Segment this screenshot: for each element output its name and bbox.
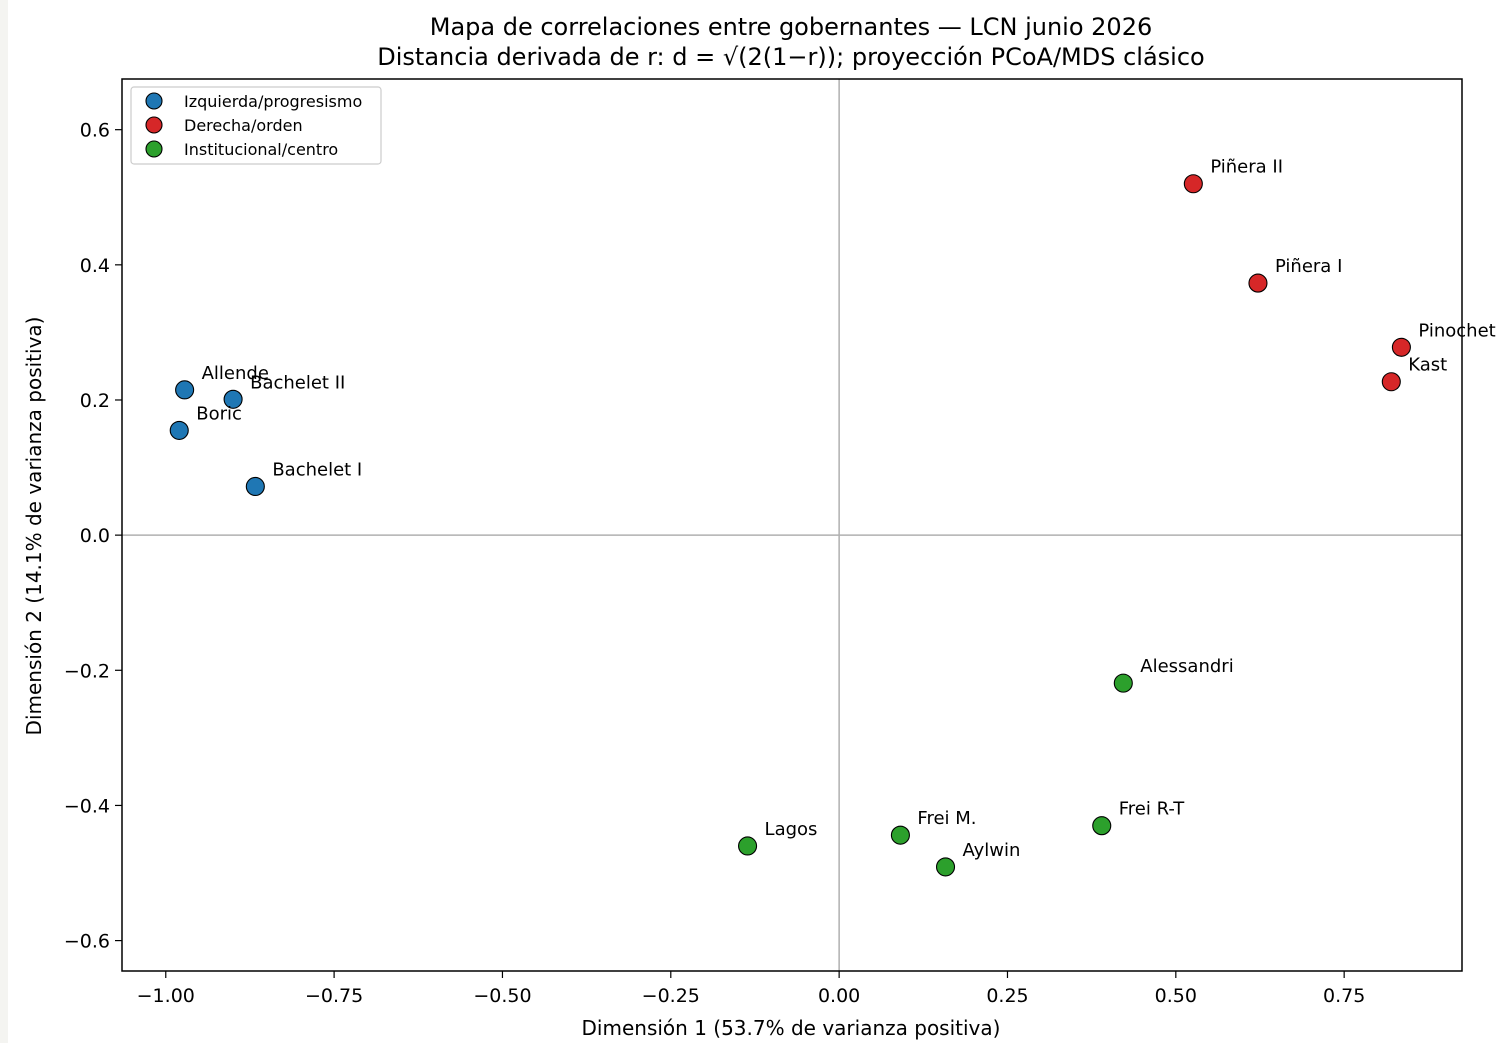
y-tick-label: −0.2 bbox=[64, 660, 110, 682]
chart-subtitle: Distancia derivada de r: d = √(2(1−r)); … bbox=[377, 43, 1204, 71]
legend-marker bbox=[145, 92, 163, 110]
plot-area: −1.00 −0.75 −0.50 −0.25 0.00 0.25 0.50 0.75 0.6 0… bbox=[64, 78, 1496, 1007]
x-tick-label: 0.75 bbox=[1323, 985, 1365, 1007]
point-label: Piñera II bbox=[1210, 157, 1283, 178]
point-label: Frei M. bbox=[917, 808, 976, 829]
point-label: Alessandri bbox=[1140, 656, 1233, 677]
data-point bbox=[245, 476, 265, 497]
point-label: Boric bbox=[196, 403, 242, 424]
point-label: Allende bbox=[202, 363, 269, 384]
x-tick-label: −0.75 bbox=[305, 985, 363, 1007]
y-tick-label: 0.4 bbox=[80, 255, 110, 277]
data-point bbox=[890, 825, 910, 845]
data-point bbox=[223, 389, 243, 409]
legend-marker bbox=[145, 116, 163, 134]
y-tick-label: −0.6 bbox=[64, 931, 110, 953]
x-tick-label: −1.00 bbox=[137, 985, 195, 1007]
chart-title: Mapa de correlaciones entre gobernantes … bbox=[430, 13, 1152, 41]
data-point bbox=[175, 380, 195, 400]
y-tick-label: −0.4 bbox=[64, 795, 110, 817]
x-axis-label: Dimensión 1 (53.7% de varianza positiva) bbox=[582, 1016, 1001, 1040]
point-label: Frei R-T bbox=[1119, 799, 1185, 820]
x-tick-label: −0.50 bbox=[473, 985, 531, 1007]
data-point bbox=[1381, 372, 1401, 392]
plot-frame bbox=[121, 78, 1463, 972]
legend-box bbox=[130, 86, 382, 165]
data-point bbox=[935, 857, 956, 877]
data-point bbox=[1391, 337, 1411, 357]
y-tick-label: 0.2 bbox=[80, 390, 110, 412]
chart-canvas: Mapa de correlaciones entre gobernantes … bbox=[8, 0, 1496, 1043]
data-point bbox=[1113, 673, 1133, 693]
data-point bbox=[1092, 816, 1112, 836]
point-label: Bachelet II bbox=[250, 372, 345, 393]
point-label: Kast bbox=[1408, 355, 1447, 376]
data-point bbox=[169, 420, 189, 440]
legend-entry: Izquierda/progresismo bbox=[184, 92, 362, 111]
legend-entry: Institucional/centro bbox=[184, 140, 338, 159]
x-tick-label: −0.25 bbox=[642, 985, 700, 1007]
legend-marker bbox=[145, 140, 163, 158]
y-axis-label: Dimensión 2 (14.1% de varianza positiva) bbox=[22, 317, 46, 736]
y-tick-label: 0.6 bbox=[80, 120, 110, 142]
x-tick-label: 0.25 bbox=[986, 985, 1028, 1007]
scatter-chart: Mapa de correlaciones entre gobernantes … bbox=[22, 13, 1496, 1040]
y-tick-label: 0.0 bbox=[80, 525, 110, 547]
point-label: Pinochet bbox=[1418, 320, 1495, 341]
point-label: Bachelet I bbox=[272, 459, 362, 480]
x-tick-label: 0.50 bbox=[1155, 985, 1197, 1007]
data-point bbox=[738, 836, 758, 856]
point-label: Lagos bbox=[765, 819, 818, 840]
point-label: Aylwin bbox=[963, 840, 1021, 861]
data-point bbox=[1248, 273, 1268, 293]
point-label: Piñera I bbox=[1275, 256, 1342, 277]
legend-entry: Derecha/orden bbox=[184, 116, 303, 135]
x-tick-label: 0.00 bbox=[818, 985, 860, 1007]
data-point bbox=[1183, 174, 1203, 194]
